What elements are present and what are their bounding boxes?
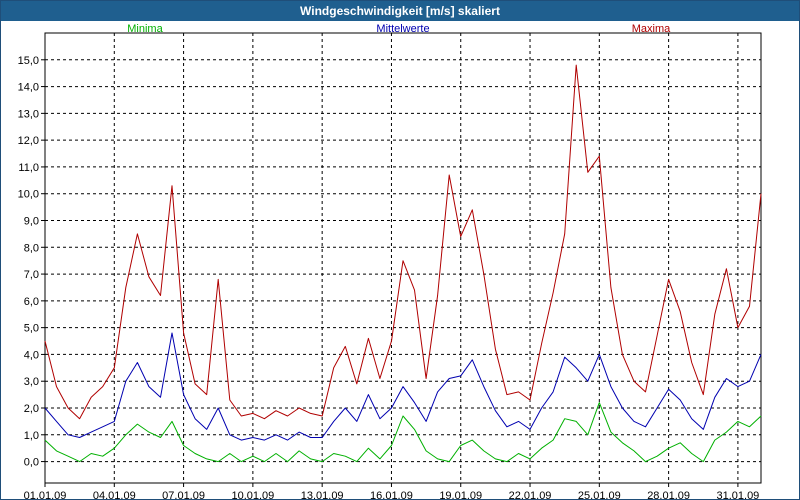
x-tick-label: 19.01.09 [439, 490, 482, 499]
legend-entry-mittelwerte: Mittelwerte [376, 23, 429, 35]
y-tick-label: 10,0 [18, 189, 39, 201]
y-tick-label: 11,0 [18, 162, 39, 174]
x-tick-label: 04.01.09 [93, 490, 136, 499]
y-tick-label: 15,0 [18, 55, 39, 67]
series-line-maxima [44, 64, 762, 420]
y-tick-label: 12,0 [18, 135, 39, 147]
grid [44, 33, 761, 483]
y-axis-ticks: 0,0 1,0 2,0 3,0 4,0 5,0 6,0 7,0 8,0 9,0 10,0 11,0 12… [18, 55, 45, 469]
series-line-minima [44, 402, 762, 463]
x-tick-label: 22.01.09 [509, 490, 552, 499]
x-tick-label: 31.01.09 [716, 490, 759, 499]
y-tick-label: 3,0 [24, 376, 39, 388]
y-tick-label: 0,0 [24, 457, 39, 469]
x-tick-label: 13.01.09 [301, 490, 344, 499]
y-tick-label: 2,0 [24, 403, 39, 415]
x-tick-label: 01.01.09 [24, 490, 67, 499]
series-line-mittelwerte [44, 332, 762, 441]
x-tick-label: 16.01.09 [370, 490, 413, 499]
y-tick-label: 4,0 [24, 349, 39, 361]
legend-entry-minima: Minima [127, 23, 163, 35]
window-title: Windgeschwindigkeit [m/s] skaliert [1, 1, 799, 21]
y-tick-label: 8,0 [24, 242, 39, 254]
y-tick-label: 14,0 [18, 82, 39, 94]
x-tick-label: 25.01.09 [578, 490, 621, 499]
y-tick-label: 9,0 [24, 216, 39, 228]
y-tick-label: 6,0 [24, 296, 39, 308]
y-tick-label: 7,0 [24, 269, 39, 281]
y-tick-label: 5,0 [24, 323, 39, 335]
x-axis-ticks: 01.01.09 04.01.09 07.01.09 10.01.09 13.01.09… [24, 483, 759, 499]
legend: Minima Mittelwerte Maxima [127, 23, 671, 35]
series-lines [44, 64, 762, 463]
y-tick-label: 13,0 [18, 108, 39, 120]
x-tick-label: 10.01.09 [231, 490, 274, 499]
x-tick-label: 28.01.09 [647, 490, 690, 499]
y-tick-label: 1,0 [24, 430, 39, 442]
wind-speed-chart: 0,0 1,0 2,0 3,0 4,0 5,0 6,0 7,0 8,0 9,0 10,0 11,0 12… [18, 23, 762, 499]
x-tick-label: 07.01.09 [162, 490, 205, 499]
legend-entry-maxima: Maxima [632, 23, 671, 35]
